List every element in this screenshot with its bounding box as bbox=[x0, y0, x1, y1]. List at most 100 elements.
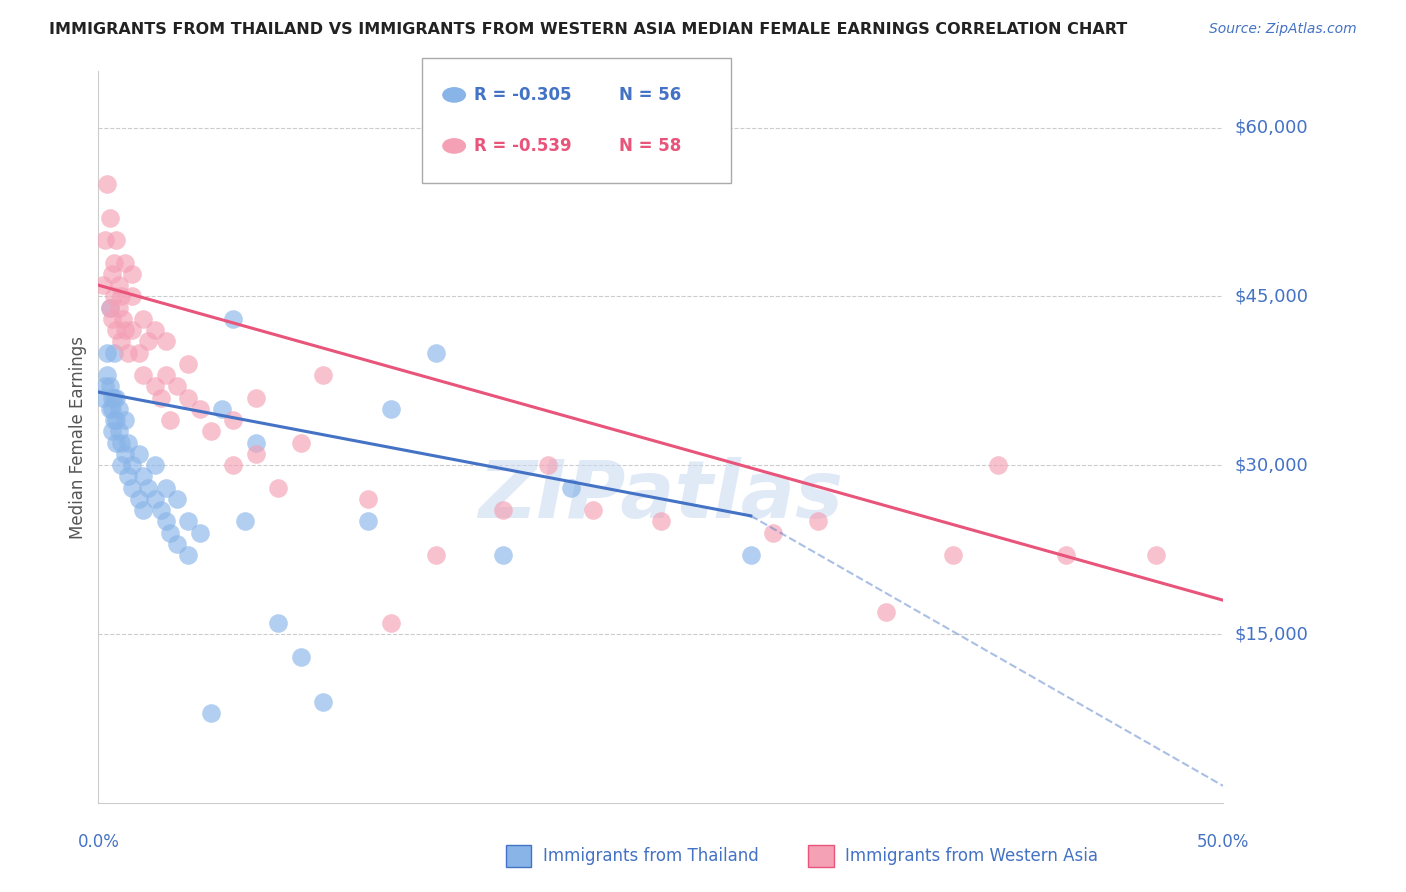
Point bbox=[245, 391, 267, 405]
Point bbox=[290, 435, 312, 450]
Point bbox=[101, 391, 124, 405]
Point bbox=[136, 481, 159, 495]
Text: R = -0.539: R = -0.539 bbox=[474, 137, 571, 155]
Point bbox=[1144, 548, 1167, 562]
Point bbox=[105, 413, 128, 427]
Text: $15,000: $15,000 bbox=[1234, 625, 1308, 643]
Text: R = -0.305: R = -0.305 bbox=[474, 86, 571, 103]
Point bbox=[267, 615, 290, 630]
Point bbox=[155, 334, 177, 349]
Point bbox=[121, 323, 143, 337]
Point bbox=[155, 515, 177, 529]
Point bbox=[96, 345, 118, 359]
Point bbox=[150, 503, 173, 517]
Text: ZIPatlas: ZIPatlas bbox=[478, 457, 844, 534]
Point bbox=[128, 345, 150, 359]
Point bbox=[942, 548, 965, 562]
Point bbox=[166, 491, 188, 506]
Point bbox=[492, 503, 515, 517]
Point bbox=[155, 481, 177, 495]
Point bbox=[177, 357, 200, 371]
Point bbox=[121, 481, 143, 495]
Point bbox=[101, 267, 124, 281]
Text: $30,000: $30,000 bbox=[1234, 456, 1308, 475]
Point bbox=[107, 278, 129, 293]
Point bbox=[98, 211, 121, 225]
Y-axis label: Median Female Earnings: Median Female Earnings bbox=[69, 335, 87, 539]
Point bbox=[94, 233, 117, 247]
Point bbox=[357, 515, 380, 529]
Point bbox=[110, 289, 132, 303]
Point bbox=[188, 401, 211, 416]
Point bbox=[166, 379, 188, 393]
Point bbox=[267, 481, 290, 495]
Point bbox=[121, 289, 143, 303]
Point bbox=[1054, 548, 1077, 562]
Point bbox=[537, 458, 560, 473]
Point bbox=[560, 481, 582, 495]
Text: N = 56: N = 56 bbox=[619, 86, 681, 103]
Point bbox=[117, 345, 139, 359]
Point bbox=[166, 537, 188, 551]
Point bbox=[114, 413, 136, 427]
Point bbox=[143, 323, 166, 337]
Point bbox=[357, 491, 380, 506]
Text: Immigrants from Western Asia: Immigrants from Western Asia bbox=[845, 847, 1098, 865]
Point bbox=[112, 312, 135, 326]
Point bbox=[492, 548, 515, 562]
Point bbox=[150, 391, 173, 405]
Point bbox=[159, 413, 181, 427]
Point bbox=[987, 458, 1010, 473]
Text: IMMIGRANTS FROM THAILAND VS IMMIGRANTS FROM WESTERN ASIA MEDIAN FEMALE EARNINGS : IMMIGRANTS FROM THAILAND VS IMMIGRANTS F… bbox=[49, 22, 1128, 37]
Text: $45,000: $45,000 bbox=[1234, 287, 1309, 305]
Point bbox=[107, 301, 129, 315]
Point bbox=[211, 401, 233, 416]
Text: N = 58: N = 58 bbox=[619, 137, 681, 155]
Point bbox=[132, 368, 155, 383]
Point bbox=[582, 503, 605, 517]
Point bbox=[114, 323, 136, 337]
Point bbox=[98, 301, 121, 315]
Point bbox=[425, 345, 447, 359]
Point bbox=[117, 469, 139, 483]
Point bbox=[132, 312, 155, 326]
Point bbox=[222, 312, 245, 326]
Point bbox=[91, 278, 114, 293]
Point bbox=[107, 401, 129, 416]
Point bbox=[107, 425, 129, 439]
Point bbox=[101, 425, 124, 439]
Point bbox=[222, 458, 245, 473]
Point bbox=[143, 491, 166, 506]
Point bbox=[105, 391, 128, 405]
Point bbox=[110, 458, 132, 473]
Point bbox=[380, 401, 402, 416]
Point bbox=[103, 255, 125, 269]
Point bbox=[105, 323, 128, 337]
Point bbox=[114, 447, 136, 461]
Point bbox=[103, 289, 125, 303]
Point bbox=[98, 379, 121, 393]
Point bbox=[101, 401, 124, 416]
Point bbox=[121, 267, 143, 281]
Point bbox=[245, 447, 267, 461]
Point bbox=[117, 435, 139, 450]
Point bbox=[762, 525, 785, 540]
Point bbox=[96, 177, 118, 191]
Point bbox=[94, 379, 117, 393]
Point bbox=[159, 525, 181, 540]
Point bbox=[103, 391, 125, 405]
Text: Source: ZipAtlas.com: Source: ZipAtlas.com bbox=[1209, 22, 1357, 37]
Point bbox=[110, 334, 132, 349]
Point bbox=[143, 379, 166, 393]
Text: Immigrants from Thailand: Immigrants from Thailand bbox=[543, 847, 758, 865]
Point bbox=[110, 435, 132, 450]
Point bbox=[222, 413, 245, 427]
Point bbox=[155, 368, 177, 383]
Point bbox=[105, 233, 128, 247]
Point bbox=[128, 447, 150, 461]
Point bbox=[103, 345, 125, 359]
Point bbox=[245, 435, 267, 450]
Point bbox=[177, 515, 200, 529]
Point bbox=[380, 615, 402, 630]
Point bbox=[132, 503, 155, 517]
